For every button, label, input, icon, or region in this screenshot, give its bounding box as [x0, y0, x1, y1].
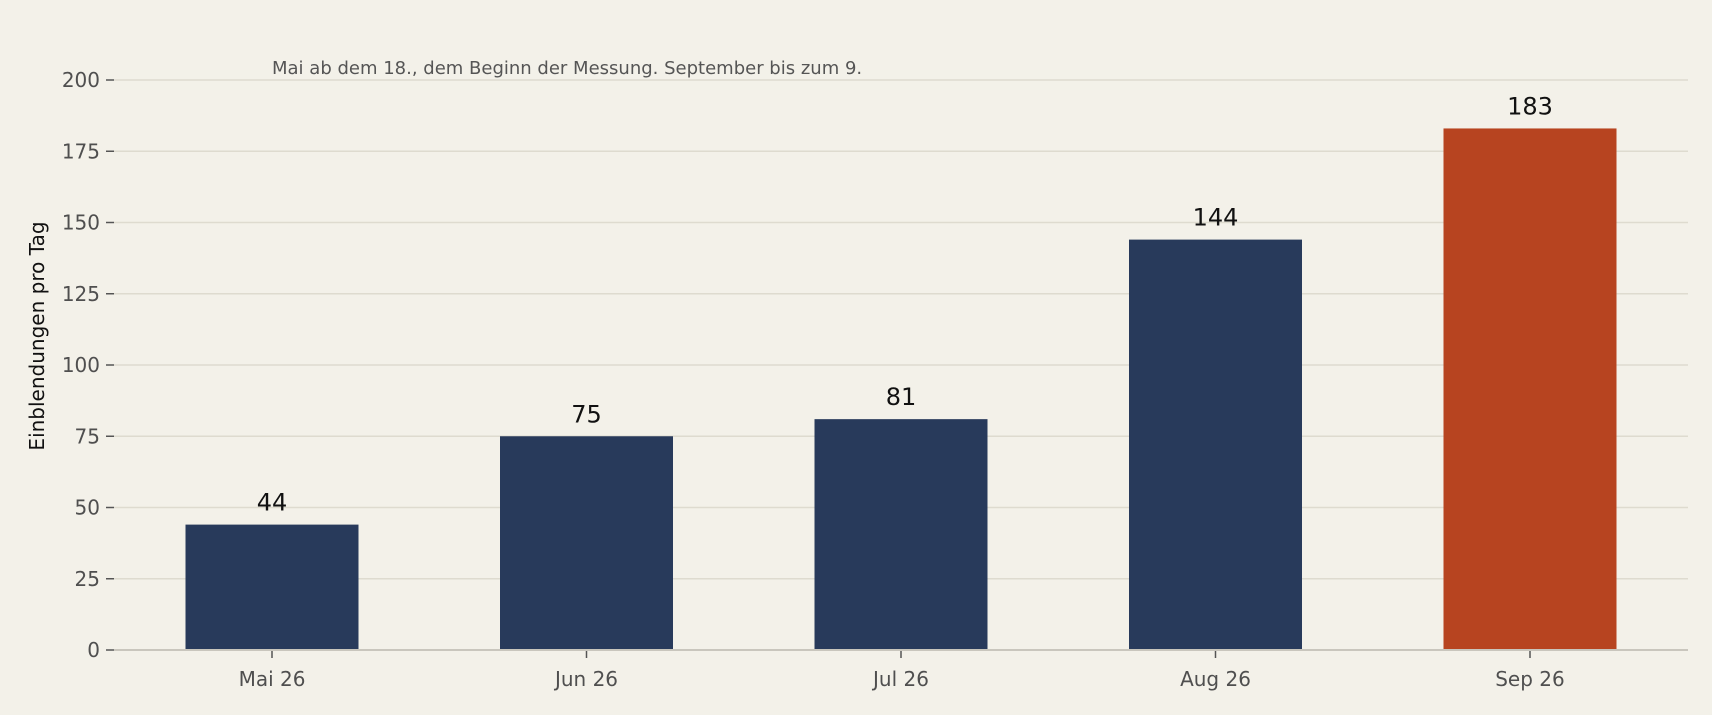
labels: 0 25 50 75 100 125 150 175 200 44 Mai 26 75 Jun 26 81…	[62, 68, 1565, 691]
bar-value-label: 44	[257, 489, 288, 517]
y-tick-label: 50	[75, 496, 100, 520]
bar-jun-26	[500, 436, 673, 650]
y-tick-label: 200	[62, 68, 100, 92]
y-tick-label: 175	[62, 139, 100, 163]
bar-value-label: 183	[1507, 92, 1553, 120]
bar-sep-26	[1443, 128, 1617, 650]
bar-aug-26	[1129, 239, 1302, 650]
bar-jul-26	[814, 419, 988, 650]
y-tick-label: 150	[62, 211, 100, 235]
chart-annotation: Mai ab dem 18., dem Beginn der Messung. …	[272, 58, 862, 79]
y-tick-label: 100	[62, 353, 100, 377]
bar-value-label: 81	[886, 383, 917, 411]
bars	[185, 128, 1617, 650]
x-tick-label: Jul 26	[871, 667, 929, 691]
axes	[106, 79, 1688, 658]
y-tick-label: 25	[75, 567, 100, 591]
bar-mai-26	[185, 524, 359, 650]
x-tick-label: Jun 26	[553, 667, 618, 691]
bar-value-label: 75	[571, 400, 602, 428]
y-tick-label: 0	[87, 638, 100, 662]
x-tick-label: Mai 26	[239, 667, 306, 691]
x-tick-label: Aug 26	[1180, 667, 1251, 691]
y-tick-label: 75	[75, 424, 100, 448]
y-tick-label: 125	[62, 282, 100, 306]
y-axis-title: Einblendungen pro Tag	[25, 221, 49, 450]
bar-value-label: 144	[1193, 204, 1239, 232]
x-tick-label: Sep 26	[1495, 667, 1565, 691]
